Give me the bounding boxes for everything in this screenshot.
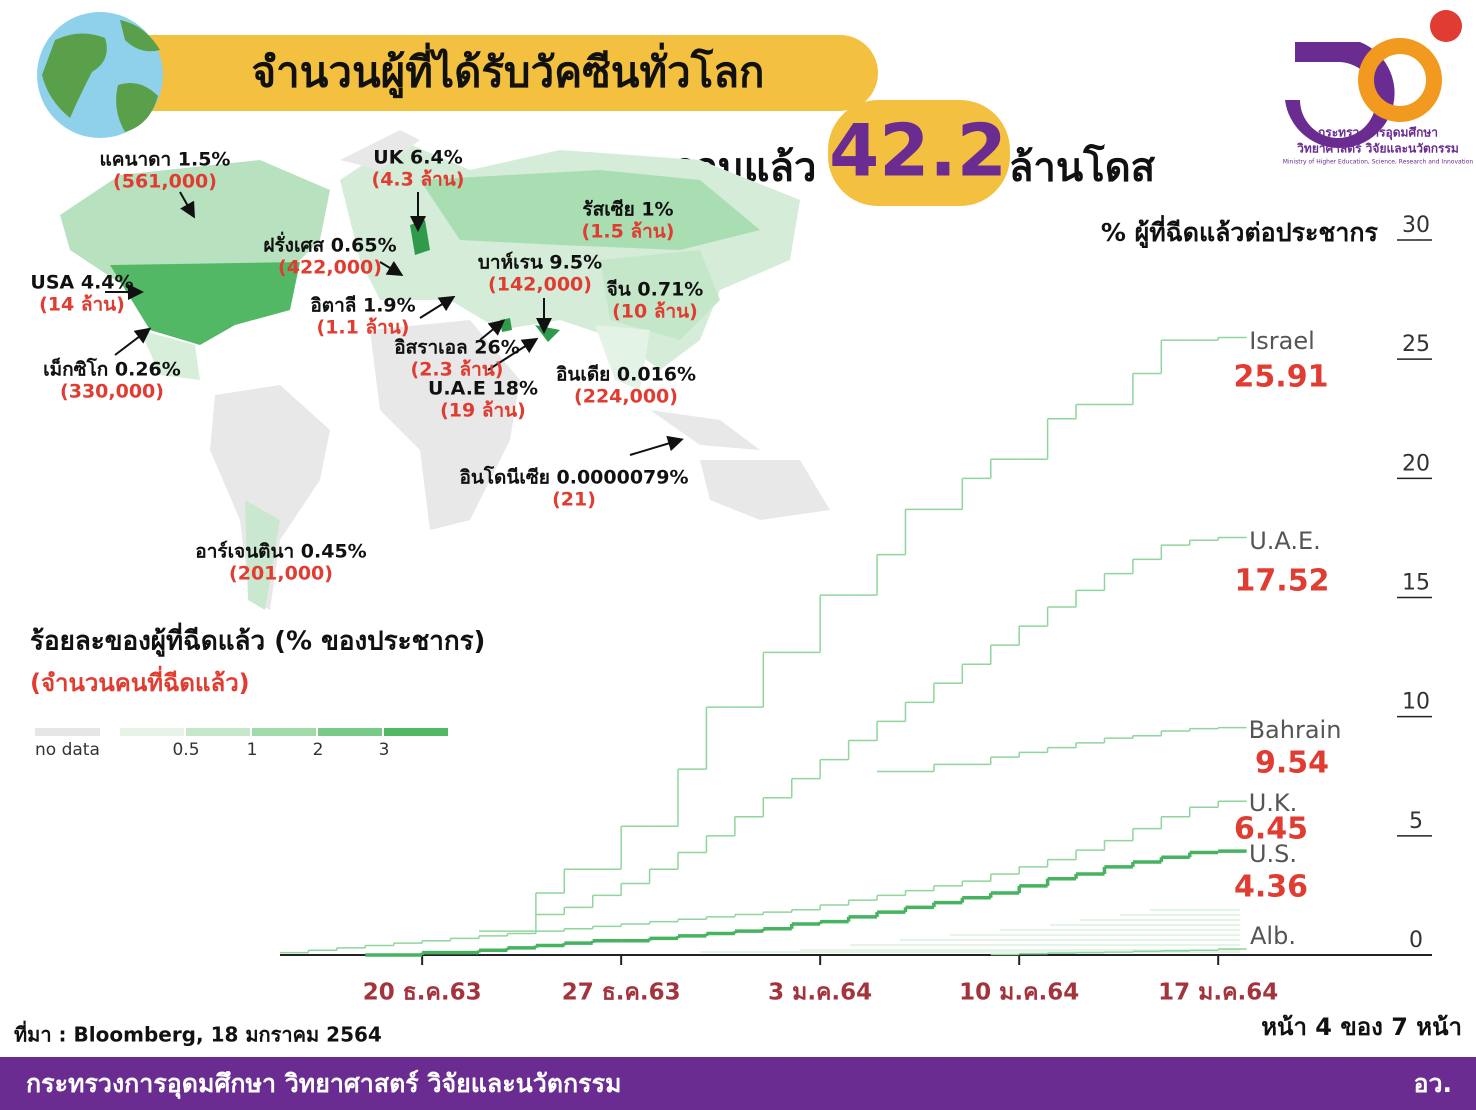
total-value: 42.2 xyxy=(829,109,1007,193)
legend-no-data: no data xyxy=(35,740,100,760)
country-count: (561,000) xyxy=(113,171,217,193)
y-tick-label: 5 xyxy=(1409,809,1423,834)
logo-text: วิทยาศาสตร์ วิจัยและนวัตกรรม xyxy=(1297,142,1459,156)
country-label: U.A.E 18% xyxy=(428,378,538,400)
series-name: Bahrain xyxy=(1249,716,1342,744)
legend-title: ร้อยละของผู้ที่ฉีดแล้ว (% ของประชากร) xyxy=(30,622,485,658)
legend-tick-label: 1 xyxy=(247,740,258,760)
series-line xyxy=(479,336,1247,932)
series-line xyxy=(365,849,1247,957)
total-suffix: ล้านโดส xyxy=(1009,144,1156,191)
country-count: (330,000) xyxy=(60,381,164,403)
country-count: (224,000) xyxy=(574,386,678,408)
country-count: (1.1 ล้าน) xyxy=(317,317,410,339)
series-name: Alb. xyxy=(1250,922,1296,950)
country-label: ฝรั่งเศส 0.65% xyxy=(263,232,396,257)
legend-swatch xyxy=(120,728,184,736)
legend-tick-label: 0.5 xyxy=(172,740,199,760)
x-tick-label: 17 ม.ค.64 xyxy=(1158,980,1278,1006)
country-label: อิตาลี 1.9% xyxy=(310,295,415,317)
y-tick-label: 20 xyxy=(1402,451,1430,476)
source: ที่มา : Bloomberg, 18 มกราคม 2564 xyxy=(14,1020,382,1047)
series-name: U.S. xyxy=(1249,840,1297,868)
logo-text: Ministry of Higher Education, Science, R… xyxy=(1283,159,1474,166)
legend-swatch xyxy=(384,728,448,736)
legend-swatch xyxy=(252,728,316,736)
country-count: (2.3 ล้าน) xyxy=(411,359,504,381)
series-line xyxy=(990,948,1247,956)
legend-tick-label: 3 xyxy=(379,740,390,760)
legend-swatch xyxy=(318,728,382,736)
total-pill xyxy=(828,100,1010,206)
other-countries xyxy=(700,909,1240,953)
title-bar xyxy=(60,35,878,111)
y-axis-label: % ผู้ที่ฉีดแล้วต่อประชากร xyxy=(1101,215,1379,249)
series-value-label: 6.45 xyxy=(1234,812,1308,847)
y-tick-label: 0 xyxy=(1409,928,1423,953)
legend-no-data-swatch xyxy=(35,728,100,736)
x-tick-label: 10 ม.ค.64 xyxy=(959,980,1079,1006)
country-count: (422,000) xyxy=(278,257,382,279)
world-map xyxy=(60,130,830,610)
country-label: UK 6.4% xyxy=(373,147,462,169)
x-tick-label: 27 ธ.ค.63 xyxy=(562,980,681,1006)
footer-ministry: กระทรวงการอุดมศึกษา วิทยาศาสตร์ วิจัยและ… xyxy=(26,1069,621,1100)
series-line xyxy=(280,800,1247,954)
country-count: (14 ล้าน) xyxy=(39,294,125,316)
country-count: (201,000) xyxy=(229,563,333,585)
logo-text: กระทรวงการอุดมศึกษา xyxy=(1318,126,1438,141)
x-tick-label: 20 ธ.ค.63 xyxy=(363,980,482,1006)
series-name: Israel xyxy=(1249,327,1315,355)
country-label: อาร์เจนตินา 0.45% xyxy=(195,541,366,563)
country-label: เม็กซิโก 0.26% xyxy=(43,357,181,381)
x-tick-label: 3 ม.ค.64 xyxy=(768,980,872,1006)
title: จำนวนผู้ที่ได้รับวัคซีนทั่วโลก xyxy=(251,43,764,99)
logo-ring xyxy=(1358,38,1442,122)
y-tick-label: 30 xyxy=(1402,213,1430,238)
country-label: อินเดีย 0.016% xyxy=(556,364,696,386)
legend-swatch xyxy=(186,728,250,736)
y-tick-label: 25 xyxy=(1402,332,1430,357)
series-line xyxy=(535,536,1247,916)
country-label: บาห์เรน 9.5% xyxy=(478,252,602,274)
legend-subtitle: (จำนวนคนที่ฉีดแล้ว) xyxy=(30,665,250,697)
globe-land xyxy=(42,20,160,132)
country-label: รัสเซีย 1% xyxy=(582,199,673,221)
series-value-label: 17.52 xyxy=(1235,564,1330,599)
series-name: U.A.E. xyxy=(1249,527,1321,555)
footer-bar xyxy=(0,1057,1476,1110)
logo-badge xyxy=(1430,10,1462,42)
country-label: อิสราเอล 26% xyxy=(394,337,520,359)
y-tick-label: 15 xyxy=(1402,571,1430,596)
country-count: (19 ล้าน) xyxy=(440,400,526,422)
map-arrows xyxy=(105,191,684,456)
country-label: แคนาดา 1.5% xyxy=(100,149,231,171)
series-value-label: 4.36 xyxy=(1234,870,1308,905)
page-number: หน้า 4 ของ 7 หน้า xyxy=(1261,1013,1462,1041)
country-label: จีน 0.71% xyxy=(607,279,704,301)
country-label: USA 4.4% xyxy=(30,272,133,294)
country-count: (21) xyxy=(552,489,596,511)
country-count: (4.3 ล้าน) xyxy=(372,169,465,191)
footer-abbr: อว. xyxy=(1413,1069,1452,1098)
country-count: (10 ล้าน) xyxy=(612,301,698,323)
country-label: อินโดนีเซีย 0.0000079% xyxy=(459,466,688,489)
legend-tick-label: 2 xyxy=(313,740,324,760)
series-name: U.K. xyxy=(1249,789,1298,817)
series-value-label: 25.91 xyxy=(1234,360,1329,395)
series-line xyxy=(877,726,1247,773)
country-count: (1.5 ล้าน) xyxy=(582,221,675,243)
series-value-label: 9.54 xyxy=(1255,746,1329,781)
country-count: (142,000) xyxy=(488,274,592,296)
y-tick-label: 10 xyxy=(1402,690,1430,715)
